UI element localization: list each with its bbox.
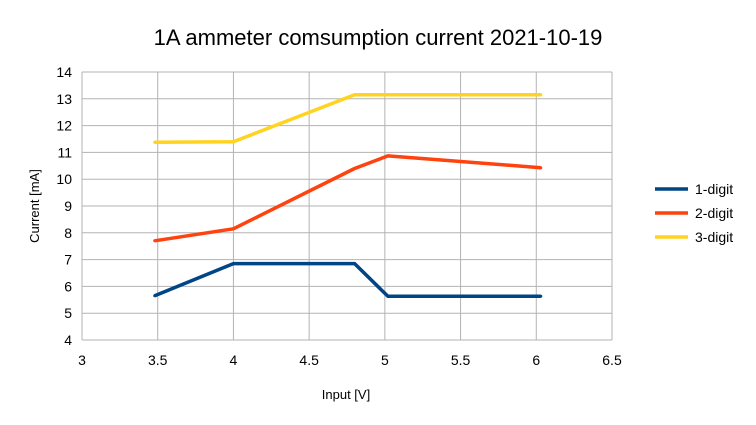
x-tick-label: 4 <box>230 352 238 368</box>
x-tick-label: 6.5 <box>602 352 622 368</box>
data-point-3-digit-1 <box>231 140 235 144</box>
axes: 4 5 6 7 8 9 10 11 12 13 14 3 3.5 4 4.5 5 5.5 6 6.5 <box>56 64 622 368</box>
y-tick-label: 13 <box>56 91 72 107</box>
x-tick-label: 4.5 <box>299 352 319 368</box>
y-tick-label: 9 <box>64 198 72 214</box>
x-tick-label: 5 <box>381 352 389 368</box>
data-point-2-digit-2 <box>353 167 357 170</box>
x-tick-label: 5.5 <box>451 352 471 368</box>
legend-label-3-digit: 3-digit <box>695 229 733 245</box>
series-line-3-digit <box>154 93 541 144</box>
y-tick-label: 4 <box>64 332 72 348</box>
x-tick-label: 6 <box>532 352 540 368</box>
data-point-3-digit-0 <box>153 140 157 144</box>
data-point-1-digit-0 <box>153 294 157 298</box>
data-point-3-digit-2 <box>353 93 357 97</box>
data-point-1-digit-2 <box>353 262 357 266</box>
y-tick-label: 14 <box>56 64 72 80</box>
y-tick-label: 5 <box>64 305 72 321</box>
y-tick-label: 6 <box>64 278 72 294</box>
y-tick-label: 7 <box>64 252 72 268</box>
y-tick-label: 12 <box>56 118 72 134</box>
legend-label-2-digit: 2-digit <box>695 205 733 221</box>
x-tick-label: 3 <box>78 352 86 368</box>
data-point-2-digit-3 <box>386 154 390 158</box>
chart-title: 1A ammeter comsumption current 2021-10-1… <box>154 25 603 50</box>
data-point-2-digit-4 <box>539 166 543 170</box>
data-point-2-digit-0 <box>153 239 157 243</box>
data-point-2-digit-1 <box>231 227 235 231</box>
legend: 1-digit 2-digit 3-digit <box>655 181 733 245</box>
data-point-3-digit-3 <box>386 93 390 97</box>
y-tick-label: 10 <box>56 171 72 187</box>
data-point-1-digit-3 <box>386 294 390 298</box>
x-axis-title: Input [V] <box>322 387 370 402</box>
series-lines <box>153 93 543 299</box>
data-point-1-digit-4 <box>539 294 543 298</box>
y-tick-label: 11 <box>57 144 72 160</box>
data-point-1-digit-1 <box>231 262 235 266</box>
legend-label-1-digit: 1-digit <box>695 181 733 197</box>
grid <box>81 71 613 341</box>
series-line-1-digit <box>154 261 541 299</box>
x-tick-label: 3.5 <box>148 352 168 368</box>
series-line-2-digit <box>154 154 541 243</box>
data-point-3-digit-4 <box>539 93 543 97</box>
y-tick-label: 8 <box>64 225 72 241</box>
y-axis-title: Current [mA] <box>27 169 42 243</box>
